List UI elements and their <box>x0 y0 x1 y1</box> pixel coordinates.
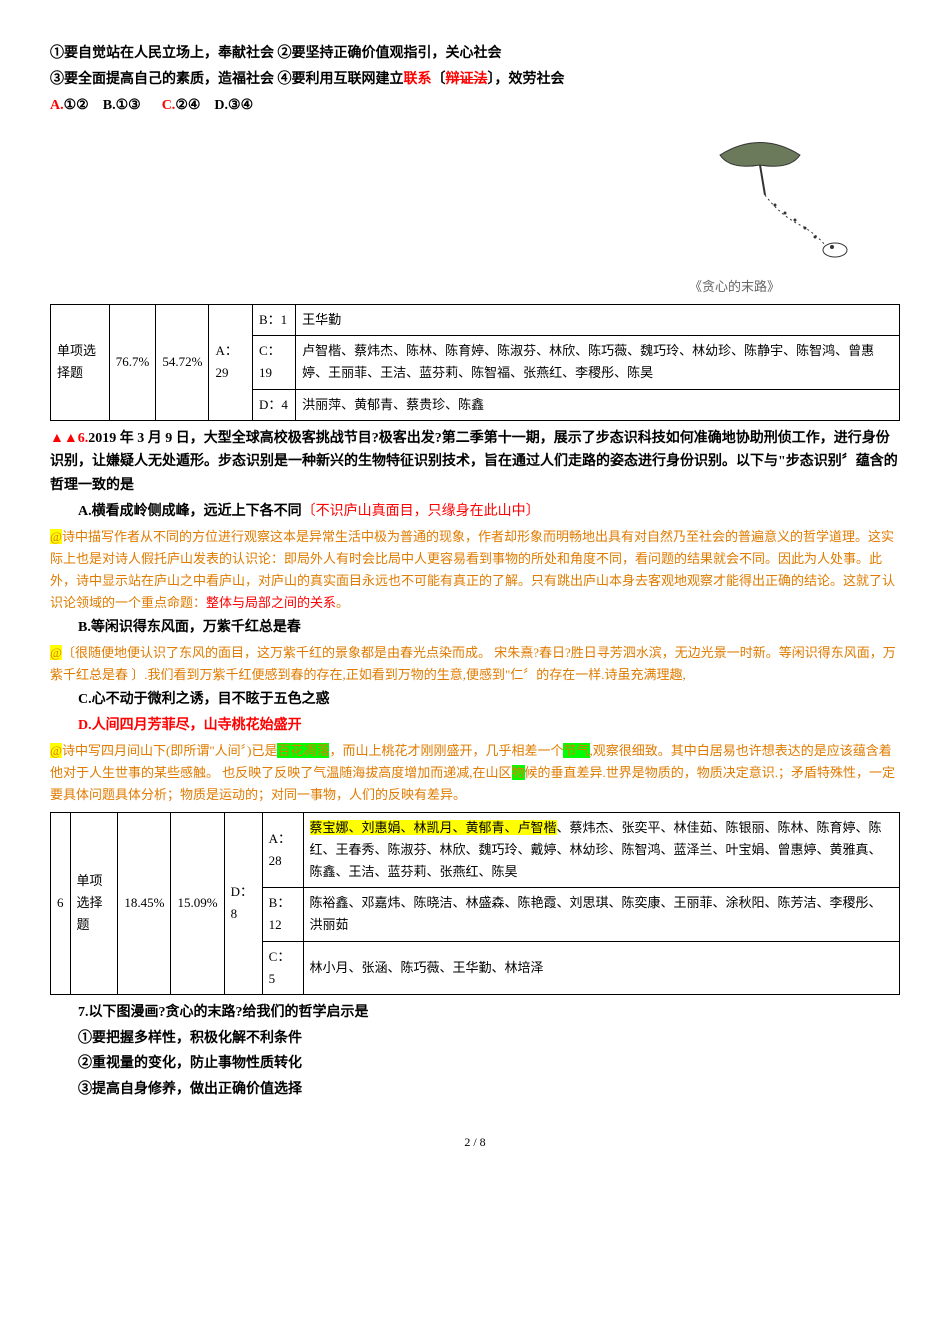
options-row: A.①② B.①③ C.②④ D.③④ <box>50 94 900 118</box>
stats-table-2: 6 单项选择题 18.45% 15.09% D：8 A：28 蔡宝娜、刘惠娟、林… <box>50 812 900 995</box>
optA-label: A.横看成岭侧成峰，远近上下各不同 <box>78 504 302 519</box>
commentA-red: 整体与局部之间的关系 <box>206 595 336 610</box>
stmt2-suffix: ，效劳社会 <box>495 72 565 87</box>
cell-b: B：1 <box>253 305 296 336</box>
opt-a-label: A. <box>50 98 64 113</box>
q6-stem: ▲▲6.2019 年 3 月 9 日，大型全球高校极客挑战节目?极客出发?第二季… <box>50 427 900 498</box>
opt-d-label: D. <box>214 98 228 113</box>
at-icon: @ <box>50 645 62 660</box>
cell-c: C：5 <box>262 941 303 994</box>
opt-d-val: ③④ <box>228 98 253 113</box>
table-row: 6 单项选择题 18.45% 15.09% D：8 A：28 蔡宝娜、刘惠娟、林… <box>51 813 900 888</box>
cell-c-names: 卢智楷、蔡炜杰、陈林、陈育婷、陈淑芬、林欣、陈巧薇、魏巧玲、林幼珍、陈静宇、陈智… <box>296 336 900 389</box>
q6-comment-d: @诗中写四月间山下(即所谓"人间〞)已是百花凋落，而山上桃花才刚刚盛开，几乎相差… <box>50 740 900 806</box>
opt-b-label: B. <box>103 98 116 113</box>
link-word: 联系 <box>404 72 432 87</box>
cell-d: D：4 <box>253 389 296 420</box>
stmt2-prefix: ③要全面提高自己的素质，造福社会 ④要利用互联网建立 <box>50 72 404 87</box>
stats-table-1: 单项选择题 76.7% 54.72% A：29 B：1 王华勤 C：19 卢智楷… <box>50 304 900 420</box>
q7-line3: ③提高自身修养，做出正确价值选择 <box>50 1078 900 1102</box>
cell-a: A：28 <box>262 813 303 888</box>
a-names-hl: 蔡宝娜、刘惠娟、林凯月、黄郁青、卢智楷 <box>310 820 557 835</box>
paren-close: 〕 <box>488 72 495 87</box>
q6-option-b: B.等闲识得东风面，万紫千红总是春 <box>50 616 900 640</box>
table-row: 单项选择题 76.7% 54.72% A：29 B：1 王华勤 <box>51 305 900 336</box>
method-word: 辩证法 <box>446 72 488 87</box>
cell-pct2: 54.72% <box>156 305 209 420</box>
q6-comment-a: @诗中描写作者从不同的方位进行观察这本是异常生活中极为普通的现象，作者却形象而明… <box>50 526 900 614</box>
statement-line-1: ①要自觉站在人民立场上，奉献社会 ②要坚持正确价值观指引，关心社会 <box>50 42 900 66</box>
illustration-box <box>50 125 860 274</box>
cell-b-names: 陈裕鑫、邓嘉炜、陈晓洁、林盛森、陈艳霞、刘思琪、陈奕康、王丽菲、涂秋阳、陈芳洁、… <box>303 888 899 941</box>
q6-text: 2019 年 3 月 9 日，大型全球高校极客挑战节目?极客出发?第二季第十一期… <box>50 431 898 494</box>
cell-a-names: 蔡宝娜、刘惠娟、林凯月、黄郁青、卢智楷、蔡炜杰、张奕平、林佳茹、陈银丽、陈林、陈… <box>303 813 899 888</box>
cell-b-names: 王华勤 <box>296 305 900 336</box>
q6-comment-b: @〔很随便地便认识了东风的面目，这万紫千红的景象都是由春光点染而成。 宋朱熹?春… <box>50 642 900 686</box>
cell-pct1: 76.7% <box>109 305 156 420</box>
cell-c: C：19 <box>253 336 296 389</box>
commentB-text: 〔很随便地便认识了东风的面目，这万紫千红的景象都是由春光点染而成。 宋朱熹?春日… <box>50 645 896 682</box>
cd-hl3: 物 <box>512 765 525 780</box>
cell-d: D：8 <box>224 813 262 995</box>
statement-line-2: ③要全面提高自己的素质，造福社会 ④要利用互联网建立联系〔辩证法〕，效劳社会 <box>50 68 900 92</box>
q6-marker: ▲▲6. <box>50 431 88 446</box>
commentA-text: 诗中描写作者从不同的方位进行观察这本是异常生活中极为普通的现象，作者却形象而明畅… <box>50 529 895 610</box>
umbrella-illustration <box>660 125 860 265</box>
q6-option-a: A.横看成岭侧成峰，远近上下各不同〔不识庐山真面目，只缘身在此山中〕 <box>50 500 900 524</box>
cell-c-names: 林小月、张涵、陈巧薇、王华勤、林培泽 <box>303 941 899 994</box>
cd-mid1: ，而山上桃花才刚刚盛开，几乎相差一个 <box>329 743 563 758</box>
cell-b: B：12 <box>262 888 303 941</box>
cell-pct2: 15.09% <box>171 813 224 995</box>
cell-type: 单项选择题 <box>70 813 118 995</box>
cd-hl2: 节气 <box>563 743 589 758</box>
opt-c-label: C. <box>162 98 176 113</box>
cell-a: A：29 <box>209 305 253 420</box>
opt-a-val: ①② <box>64 98 89 113</box>
cd-pre: 诗中写四月间山下(即所谓"人间〞)已是 <box>62 743 277 758</box>
cell-pct1: 18.45% <box>118 813 171 995</box>
cell-d-names: 洪丽萍、黄郁青、蔡贵珍、陈鑫 <box>296 389 900 420</box>
at-icon: @ <box>50 743 62 758</box>
cd-hl1: 百花凋落 <box>277 743 329 758</box>
commentA-end: 。 <box>336 595 349 610</box>
optA-note: 〔不识庐山真面目，只缘身在此山中〕 <box>302 504 540 519</box>
q7-title: 7.以下图漫画?贪心的末路?给我们的哲学启示是 <box>50 1001 900 1025</box>
at-icon: @ <box>50 529 62 544</box>
page-footer: 2 / 8 <box>50 1132 900 1152</box>
q7-line1: ①要把握多样性，积极化解不利条件 <box>50 1027 900 1051</box>
q7-line2: ②重视量的变化，防止事物性质转化 <box>50 1052 900 1076</box>
paren-open: 〔 <box>432 72 446 87</box>
illustration-caption: 《贪心的末路》 <box>50 276 780 298</box>
cell-type: 单项选择题 <box>51 305 110 420</box>
q6-option-d: D.人间四月芳菲尽，山寺桃花始盛开 <box>50 714 900 738</box>
opt-c-val: ②④ <box>175 98 200 113</box>
q6-option-c: C.心不动于微利之诱，目不眩于五色之惑 <box>50 688 900 712</box>
cell-num: 6 <box>51 813 71 995</box>
opt-b-val: ①③ <box>116 98 141 113</box>
